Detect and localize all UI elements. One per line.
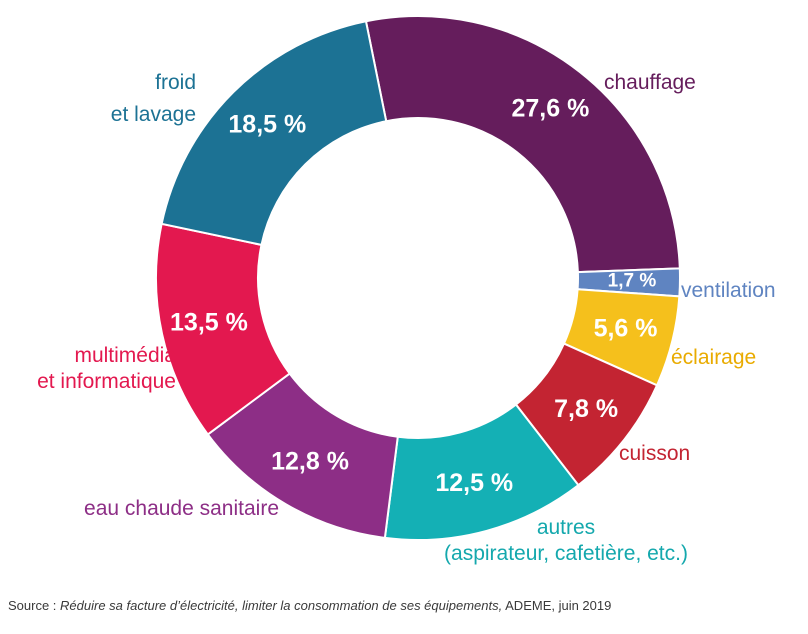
value-label-3: 7,8 % xyxy=(554,395,618,423)
label-ventilation: ventilation xyxy=(681,279,776,302)
label-multimedia-line1: multimédia xyxy=(74,344,176,367)
chart-value-labels: 27,6 % 1,7 % 5,6 % 7,8 % 12,5 % 12,8 % 13,5 % 1… xyxy=(170,94,657,497)
label-autres-line2: (aspirateur, cafetière, etc.) xyxy=(444,542,688,565)
value-label-1: 1,7 % xyxy=(608,271,657,292)
donut-chart: 27,6 % 1,7 % 5,6 % 7,8 % 12,5 % 12,8 % 13,5 % 1… xyxy=(37,15,776,565)
slice-0 xyxy=(364,15,681,274)
chart-category-labels: chauffage ventilation éclairage cuisson … xyxy=(37,71,775,565)
value-label-4: 12,5 % xyxy=(435,469,513,497)
label-multimedia-line2: et informatique xyxy=(37,370,176,393)
source-title: Réduire sa facture d’électricité, limite… xyxy=(60,598,503,613)
label-chauffage: chauffage xyxy=(604,71,696,94)
value-label-2: 5,6 % xyxy=(594,315,658,343)
label-cuisson: cuisson xyxy=(619,442,690,465)
value-label-6: 13,5 % xyxy=(170,308,248,336)
slice-7 xyxy=(160,20,388,247)
source-prefix: Source : xyxy=(8,598,61,613)
chart-slices xyxy=(155,15,681,541)
source-note: Source : Réduire sa facture d’électricit… xyxy=(8,598,611,613)
value-label-7: 18,5 % xyxy=(228,111,306,139)
value-label-5: 12,8 % xyxy=(271,447,349,475)
label-autres-line1: autres xyxy=(537,516,595,539)
source-suffix: ADEME, juin 2019 xyxy=(502,598,612,613)
label-eclairage: éclairage xyxy=(671,346,756,369)
label-eau-chaude: eau chaude sanitaire xyxy=(84,497,279,520)
label-froid-line2: et lavage xyxy=(111,103,196,126)
label-froid-line1: froid xyxy=(155,71,196,94)
value-label-0: 27,6 % xyxy=(511,94,589,122)
